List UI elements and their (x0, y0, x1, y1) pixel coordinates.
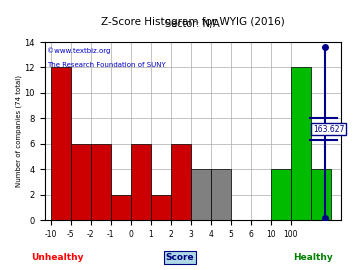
Bar (90, 144, 111, 220)
Bar (311, 169, 330, 220)
Bar (291, 68, 311, 220)
Bar (131, 144, 150, 220)
Bar (271, 169, 291, 220)
Bar (211, 169, 230, 220)
Text: Sector: N/A: Sector: N/A (165, 19, 220, 29)
Title: Z-Score Histogram for WYIG (2016): Z-Score Histogram for WYIG (2016) (101, 17, 284, 27)
Bar (190, 169, 211, 220)
Text: ©www.textbiz.org: ©www.textbiz.org (48, 47, 111, 54)
Bar (50, 68, 71, 220)
Bar (111, 195, 131, 220)
Bar (171, 144, 190, 220)
Text: The Research Foundation of SUNY: The Research Foundation of SUNY (48, 62, 166, 68)
Text: Healthy: Healthy (293, 253, 333, 262)
Y-axis label: Number of companies (74 total): Number of companies (74 total) (15, 75, 22, 187)
Text: 163.627: 163.627 (313, 125, 344, 134)
Bar (150, 195, 171, 220)
Text: Score: Score (166, 253, 194, 262)
Bar (71, 144, 90, 220)
Text: Unhealthy: Unhealthy (31, 253, 84, 262)
